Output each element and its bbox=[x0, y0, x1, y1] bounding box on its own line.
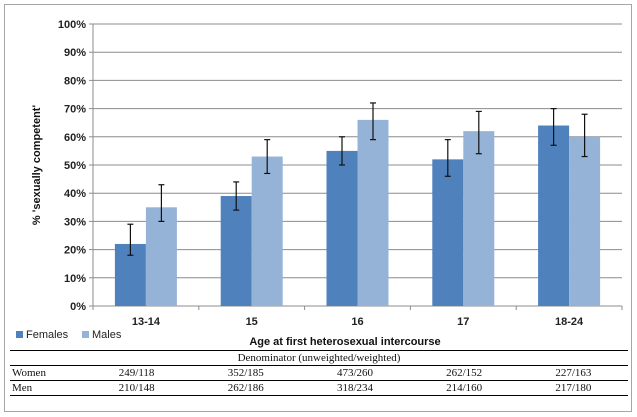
y-tick-label: 10% bbox=[64, 273, 86, 285]
table-cell: 262/152 bbox=[409, 365, 519, 381]
y-tick-label: 90% bbox=[64, 47, 86, 59]
y-tick-label: 50% bbox=[64, 160, 86, 172]
bar-chart: 0%10%20%30%40%50%60%70%80%90%100% 13-14 1… bbox=[16, 19, 623, 348]
bar-males-18-24 bbox=[569, 136, 601, 306]
row-label-men: Men bbox=[10, 380, 82, 396]
table-cell: 352/185 bbox=[191, 365, 301, 381]
y-tick-label: 30% bbox=[64, 216, 86, 228]
bar-males-15 bbox=[251, 156, 283, 306]
bar-males-17 bbox=[463, 131, 495, 306]
y-tick-label: 20% bbox=[64, 245, 86, 257]
y-tick-labels: 0% 10% 20% 30% 40% 50% 60% 70% 80% 90% 100% bbox=[58, 19, 86, 313]
bar-males-16 bbox=[357, 119, 389, 306]
table-header: Denominator (unweighted/weighted) bbox=[10, 350, 628, 366]
error-bars bbox=[127, 102, 588, 256]
bar-females-16 bbox=[326, 150, 358, 306]
y-tick-label: 100% bbox=[58, 19, 86, 31]
x-axis-title: Age at first heterosexual intercourse bbox=[249, 336, 440, 348]
bar-females-15 bbox=[220, 196, 252, 306]
y-tick-label: 80% bbox=[64, 75, 86, 87]
table-cell: 217/180 bbox=[518, 380, 628, 396]
bar-females-18-24 bbox=[538, 125, 570, 307]
x-tick-label: 16 bbox=[351, 316, 363, 328]
y-tick-label: 40% bbox=[64, 188, 86, 200]
y-axis-title: % 'sexually competent' bbox=[31, 105, 43, 226]
bars bbox=[114, 119, 601, 307]
table-cell: 249/118 bbox=[82, 365, 192, 381]
chart-frame bbox=[4, 4, 632, 412]
x-tick-label: 15 bbox=[246, 316, 258, 328]
x-tick-label: 18-24 bbox=[555, 316, 584, 328]
y-tick-label: 60% bbox=[64, 132, 86, 144]
table-cell: 262/186 bbox=[191, 380, 301, 396]
legend-swatch-males bbox=[82, 331, 89, 338]
x-tick-labels: 13-14 15 16 17 18-24 bbox=[132, 316, 584, 328]
legend: Females Males bbox=[16, 329, 122, 341]
x-tick-label: 17 bbox=[457, 316, 469, 328]
denominator-table: Denominator (unweighted/weighted) Women … bbox=[10, 350, 628, 396]
y-tick-label: 0% bbox=[70, 301, 86, 313]
table-cell: 210/148 bbox=[82, 380, 192, 396]
bar-males-13-14 bbox=[145, 207, 177, 306]
table-cell: 318/234 bbox=[300, 380, 410, 396]
legend-label-females: Females bbox=[26, 329, 69, 341]
x-tick-label: 13-14 bbox=[132, 316, 161, 328]
row-label-women: Women bbox=[10, 365, 82, 381]
table-row: Women 249/118 352/185 473/260 262/152 22… bbox=[10, 365, 628, 381]
table-row: Men 210/148 262/186 318/234 214/160 217/… bbox=[10, 380, 628, 396]
table-cell: 227/163 bbox=[518, 365, 628, 381]
table-cell: 473/260 bbox=[300, 365, 410, 381]
y-tick-label: 70% bbox=[64, 104, 86, 116]
legend-label-males: Males bbox=[92, 329, 122, 341]
bar-females-17 bbox=[432, 159, 464, 306]
table-cell: 214/160 bbox=[409, 380, 519, 396]
legend-swatch-females bbox=[16, 331, 23, 338]
table-header-row: Denominator (unweighted/weighted) bbox=[10, 350, 628, 366]
